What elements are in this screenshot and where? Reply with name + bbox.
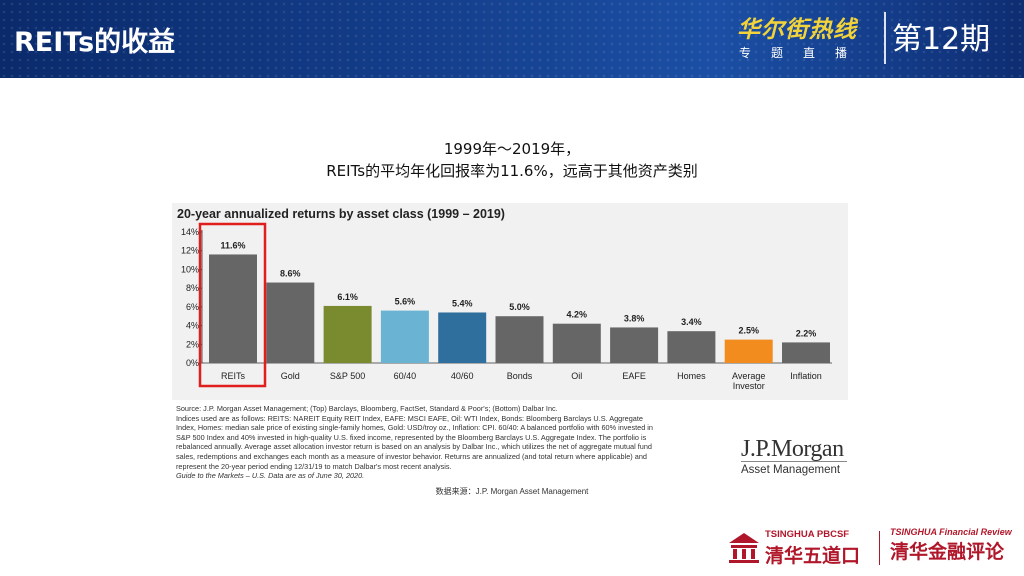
jpmorgan-logo-sub: Asset Management: [741, 461, 847, 476]
bar-bonds: [495, 316, 544, 363]
guide-note: Guide to the Markets – U.S. Data are as …: [176, 471, 365, 481]
bar-eafe: [610, 327, 659, 363]
program-name: 华尔街热线: [737, 17, 857, 43]
bar-value-label: 11.6%: [220, 240, 245, 250]
x-tick-label: REITs: [221, 371, 246, 381]
x-tick-label: 40/60: [451, 371, 474, 381]
bar-chart: 0% 2% 4% 6% 8% 10% 12% 14% 11.6% REITs 8.6% Gold 6.1…: [181, 222, 832, 391]
reits-highlight-box: [198, 222, 267, 388]
header-divider: [884, 12, 886, 64]
program-subtitle: 专题直播: [739, 46, 868, 60]
source-note: 数据来源：J.P. Morgan Asset Management: [435, 487, 589, 496]
bar-value-label: 6.1%: [337, 292, 358, 302]
bar-s-p-500: [323, 305, 372, 363]
financial-review-logo: TSINGHUA Financial Review 清华金融评论: [890, 527, 1012, 564]
bar-value-label: 4.2%: [567, 310, 588, 320]
y-tick-label: 12%: [181, 246, 199, 256]
note-line: rebalanced annually. Average asset alloc…: [176, 442, 652, 452]
pbcsf-logo-cn: 清华五道口: [765, 545, 861, 567]
bar-gold: [266, 282, 315, 363]
pbcsf-logo-en: TSINGHUA PBCSF: [765, 529, 850, 540]
y-tick-label: 2%: [186, 339, 199, 349]
bar-oil: [552, 323, 601, 363]
bar-value-label: 3.4%: [681, 317, 702, 327]
header-banner: REITs的收益 华尔街热线 专题直播 第12期: [0, 0, 1024, 78]
x-tick-label: Oil: [571, 371, 582, 381]
note-line: Index, Homes: median sale price of exist…: [176, 423, 653, 433]
bar-value-label: 2.5%: [738, 326, 759, 336]
x-tick-label: S&P 500: [330, 371, 365, 381]
y-tick-label: 10%: [181, 264, 199, 274]
bar-reits: [209, 254, 257, 363]
chart-title: 20-year annualized returns by asset clas…: [177, 207, 505, 221]
x-tick-label: EAFE: [622, 371, 646, 381]
bar-value-label: 8.6%: [280, 269, 301, 279]
bar-value-label: 5.6%: [395, 297, 416, 307]
page-title: REITs的收益: [14, 27, 176, 58]
bar-average-investor: [724, 339, 773, 363]
note-line: S&P 500 Index and 40% invested in high-q…: [176, 432, 647, 442]
y-tick-label: 6%: [186, 302, 199, 312]
x-tick-label: Investor: [733, 381, 765, 391]
issue-number: 第12期: [892, 22, 991, 57]
header-pattern: [0, 0, 1024, 78]
x-tick-label: Gold: [281, 371, 300, 381]
note-line: represent the 20-year period ending 12/3…: [176, 461, 452, 471]
note-line: sales, redemptions and exchanges each mo…: [176, 451, 647, 461]
x-tick-label: Bonds: [507, 371, 533, 381]
bar-value-label: 3.8%: [624, 313, 645, 323]
bar-inflation: [782, 342, 830, 363]
bar-value-label: 5.4%: [452, 298, 473, 308]
jpmorgan-logo: J.P.Morgan Asset Management: [741, 436, 851, 476]
y-tick-label: 14%: [181, 227, 199, 237]
bar-40-60: [438, 312, 487, 363]
financial-review-logo-en: TSINGHUA Financial Review: [890, 527, 1012, 537]
bar-homes: [667, 331, 716, 363]
y-tick-label: 8%: [186, 283, 199, 293]
x-tick-label: Average: [732, 371, 765, 381]
chart-notes: Source: J.P. Morgan Asset Management; (T…: [176, 404, 721, 481]
y-tick-label: 4%: [186, 321, 199, 331]
program-logo: 华尔街热线 专题直播: [735, 8, 885, 68]
financial-review-logo-cn: 清华金融评论: [890, 541, 1005, 563]
x-tick-label: Homes: [677, 371, 706, 381]
note-line: Source: J.P. Morgan Asset Management; (T…: [176, 404, 558, 413]
jpmorgan-logo-name: J.P.Morgan: [741, 436, 844, 462]
y-tick-label: 0%: [186, 358, 199, 368]
footer-divider: [879, 531, 880, 565]
headline-line-1: 1999年～2019年，: [443, 140, 581, 158]
note-line: Indices used are as follows: REITS: NARE…: [176, 413, 643, 423]
bar-60-40: [380, 310, 429, 363]
x-tick-label: Inflation: [790, 371, 822, 381]
pbcsf-emblem-icon: [727, 531, 761, 565]
bar-value-label: 2.2%: [796, 328, 817, 338]
pbcsf-logo: TSINGHUA PBCSF 清华五道口: [727, 527, 877, 567]
headline-line-2: REITs的平均年化回报率为11.6%，远高于其他资产类别: [326, 162, 698, 180]
x-tick-label: 60/40: [394, 371, 417, 381]
bar-value-label: 5.0%: [509, 302, 530, 312]
